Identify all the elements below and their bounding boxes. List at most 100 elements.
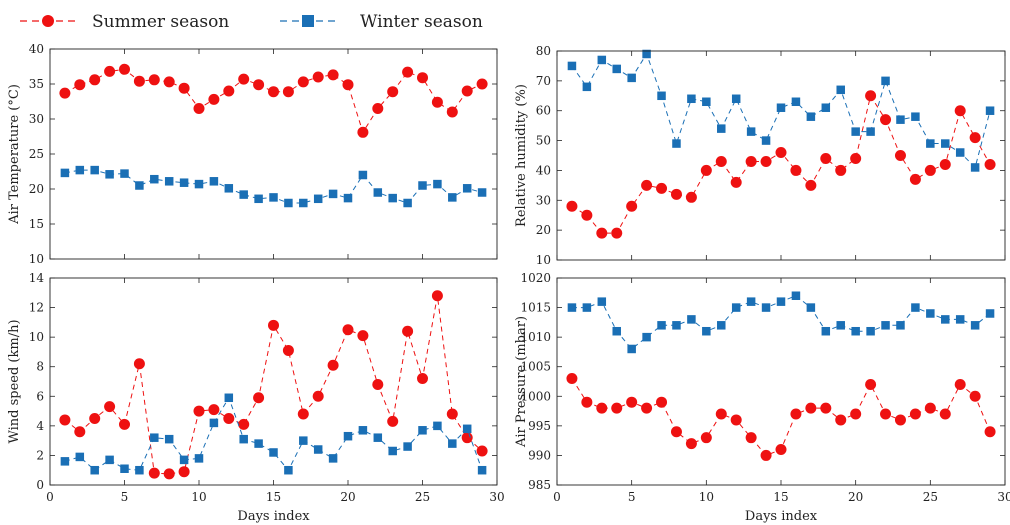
point-summer	[760, 449, 772, 461]
point-winter	[881, 321, 890, 330]
point-winter	[90, 165, 99, 175]
y-tick-label: 2	[36, 448, 44, 462]
point-winter	[612, 326, 621, 336]
point-winter	[761, 136, 771, 145]
y-axis-label: Wind speed (km/h)	[7, 319, 22, 443]
y-tick-label: 8	[36, 360, 44, 374]
point-winter	[567, 61, 577, 71]
point-summer	[223, 412, 235, 424]
point-winter	[687, 315, 696, 324]
point-summer	[223, 85, 235, 97]
point-summer	[104, 65, 116, 77]
series-summer	[566, 90, 996, 239]
point-summer	[402, 66, 414, 78]
point-winter	[358, 170, 368, 180]
point-winter	[746, 127, 756, 136]
y-tick-label: 1015	[520, 301, 551, 315]
legend-item-winter: Winter season	[280, 12, 483, 32]
point-summer	[357, 126, 369, 138]
point-summer	[282, 344, 294, 356]
point-summer	[880, 114, 892, 126]
point-winter	[105, 455, 114, 465]
point-winter	[776, 103, 786, 112]
point-winter	[150, 433, 159, 442]
point-winter	[657, 321, 666, 330]
point-summer	[59, 414, 71, 426]
point-winter	[477, 465, 487, 475]
point-summer	[656, 396, 668, 408]
point-winter	[821, 103, 831, 112]
point-summer	[820, 402, 832, 414]
point-winter	[269, 448, 278, 457]
point-winter	[926, 309, 935, 318]
series-line-summer	[571, 94, 991, 234]
legend-item-summer: Summer season	[20, 12, 229, 32]
point-winter	[328, 454, 338, 463]
point-summer	[74, 426, 86, 438]
point-summer	[119, 63, 130, 75]
point-winter	[941, 315, 950, 324]
point-winter	[582, 303, 592, 312]
y-tick-label: 0	[36, 478, 44, 492]
point-winter	[284, 465, 293, 475]
y-tick-label: 6	[36, 389, 44, 403]
point-winter	[194, 179, 204, 189]
point-summer	[626, 396, 638, 408]
point-summer	[894, 150, 906, 161]
point-winter	[642, 332, 651, 342]
point-winter	[851, 326, 860, 336]
y-tick-label: 12	[29, 301, 44, 315]
point-winter	[343, 431, 353, 441]
point-winter	[702, 326, 711, 336]
x-tick-label: 20	[340, 490, 355, 504]
y-tick-label: 1010	[520, 330, 551, 344]
point-winter	[746, 297, 756, 306]
point-winter	[567, 303, 577, 312]
y-tick-label: 1005	[520, 360, 551, 374]
point-winter	[254, 194, 263, 204]
x-tick-label: 0	[46, 490, 54, 504]
point-summer	[461, 432, 473, 444]
point-winter	[358, 426, 368, 435]
point-summer	[894, 414, 906, 426]
x-tick-label: 30	[489, 490, 504, 504]
point-winter	[209, 177, 219, 186]
y-axis-label: Air Pressure (mbar)	[514, 316, 529, 448]
y-tick-label: 10	[536, 253, 551, 267]
point-winter	[761, 303, 771, 312]
point-summer	[805, 402, 817, 414]
point-winter	[597, 55, 607, 65]
x-tick-label: 25	[923, 490, 938, 504]
point-winter	[194, 454, 204, 463]
point-winter	[60, 168, 70, 178]
point-summer	[268, 319, 279, 331]
point-summer	[372, 103, 384, 114]
point-summer	[238, 73, 250, 85]
y-tick-label: 25	[29, 147, 44, 161]
point-winter	[717, 124, 726, 133]
series-winter	[60, 165, 487, 208]
point-winter	[433, 421, 442, 431]
x-tick-label: 0	[553, 490, 561, 504]
point-winter	[582, 82, 592, 92]
point-summer	[282, 86, 294, 98]
point-summer	[969, 390, 981, 402]
point-summer	[431, 290, 443, 302]
point-summer	[700, 164, 712, 176]
point-summer	[939, 408, 951, 420]
point-winter	[477, 188, 487, 197]
point-winter	[403, 442, 412, 451]
point-summer	[685, 438, 697, 450]
point-summer	[670, 426, 682, 438]
point-winter	[120, 169, 129, 178]
y-tick-label: 990	[528, 448, 551, 462]
x-tick-label: 20	[848, 490, 863, 504]
panel-humidity: 10 20 30 40 50 60 70 80 Relative humidity (%)	[514, 44, 1006, 267]
point-winter	[269, 193, 278, 202]
point-winter	[806, 112, 816, 121]
point-summer	[850, 152, 862, 164]
point-winter	[239, 190, 248, 199]
series-winter	[60, 393, 487, 475]
point-summer	[775, 147, 787, 159]
point-summer	[253, 79, 265, 91]
